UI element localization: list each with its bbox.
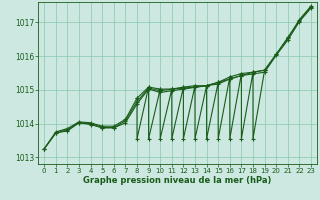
X-axis label: Graphe pression niveau de la mer (hPa): Graphe pression niveau de la mer (hPa) bbox=[84, 176, 272, 185]
